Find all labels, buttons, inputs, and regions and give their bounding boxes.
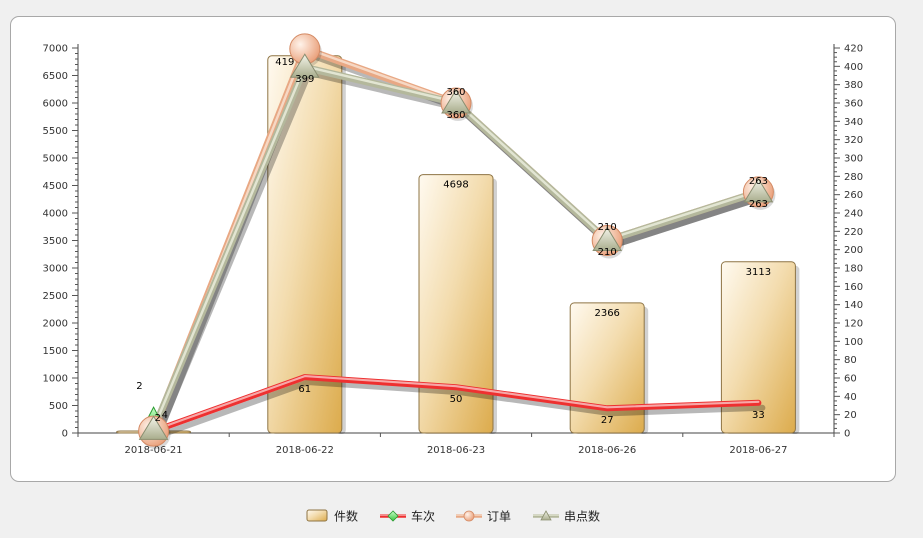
bar-value-label: 4698 — [443, 180, 468, 191]
left-tick-label: 2500 — [43, 291, 68, 302]
series-value-label: 27 — [601, 415, 614, 426]
right-tick-label: 20 — [844, 410, 857, 421]
series-value-label: 360 — [446, 87, 465, 98]
right-tick-label: 40 — [844, 392, 857, 403]
right-tick-label: 160 — [844, 282, 863, 293]
bar-value-label: 3113 — [746, 267, 771, 278]
bar — [720, 261, 796, 434]
legend-marker — [387, 510, 399, 522]
right-tick-label: 80 — [844, 355, 857, 366]
right-tick-label: 260 — [844, 190, 863, 201]
legend-item: 串点数 — [533, 509, 600, 524]
point — [138, 415, 169, 440]
x-tick-label: 2018-06-21 — [125, 445, 183, 456]
bar — [569, 302, 645, 434]
right-tick-label: 400 — [844, 62, 863, 73]
legend-item: 件数 — [306, 509, 358, 524]
right-tick-label: 140 — [844, 300, 863, 311]
right-tick-label: 220 — [844, 227, 863, 238]
right-tick-label: 240 — [844, 209, 863, 220]
series-value-label: 263 — [749, 199, 768, 210]
right-tick-label: 320 — [844, 135, 863, 146]
left-tick-label: 5500 — [43, 126, 68, 137]
right-tick-label: 120 — [844, 319, 863, 330]
series-value-label: 4 — [162, 410, 168, 421]
left-tick-label: 4000 — [43, 209, 68, 220]
legend-marker — [463, 510, 475, 522]
left-tick-label: 7000 — [43, 44, 68, 55]
legend-label: 订单 — [487, 510, 511, 524]
series-value-label: 2 — [155, 413, 161, 424]
series-value-label: 210 — [598, 247, 617, 258]
right-tick-label: 280 — [844, 172, 863, 183]
bar — [418, 174, 494, 434]
legend-label: 串点数 — [564, 509, 600, 524]
x-tick-label: 2018-06-23 — [427, 445, 485, 456]
right-tick-label: 300 — [844, 154, 863, 165]
left-tick-label: 0 — [62, 429, 68, 440]
left-tick-label: 5000 — [43, 154, 68, 165]
left-tick-label: 6500 — [43, 71, 68, 82]
right-tick-label: 380 — [844, 80, 863, 91]
left-tick-label: 1500 — [43, 346, 68, 357]
point — [289, 53, 320, 78]
legend-marker — [540, 510, 552, 521]
series-value-label: 2 — [136, 381, 142, 392]
series-value-label: 263 — [749, 176, 768, 187]
right-tick-label: 340 — [844, 117, 863, 128]
right-tick-label: 60 — [844, 374, 857, 385]
x-tick-label: 2018-06-26 — [578, 445, 636, 456]
bar-value-label: 2366 — [594, 308, 619, 319]
x-tick-label: 2018-06-27 — [729, 445, 787, 456]
legend-swatch — [306, 509, 328, 522]
right-tick-label: 200 — [844, 245, 863, 256]
left-tick-label: 3500 — [43, 236, 68, 247]
legend-label: 车次 — [411, 509, 435, 524]
left-tick-label: 500 — [49, 401, 68, 412]
x-tick-label: 2018-06-22 — [276, 445, 334, 456]
left-tick-label: 4500 — [43, 181, 68, 192]
point — [441, 89, 471, 114]
series-value-label: 210 — [598, 222, 617, 233]
right-tick-label: 360 — [844, 99, 863, 110]
right-tick-label: 100 — [844, 337, 863, 348]
legend-item: 订单 — [456, 510, 511, 524]
left-tick-label: 1000 — [43, 374, 68, 385]
left-tick-label: 3000 — [43, 264, 68, 275]
series-value-label: 399 — [295, 74, 314, 85]
series-line-shadow — [154, 379, 766, 440]
left-tick-label: 2000 — [43, 319, 68, 330]
series-value-label: 33 — [752, 410, 765, 421]
series-value-label: 50 — [450, 394, 463, 405]
legend-item: 车次 — [380, 509, 435, 524]
right-tick-label: 420 — [844, 44, 863, 55]
right-tick-label: 0 — [844, 429, 850, 440]
series-value-label: 360 — [446, 110, 465, 121]
series-value-label: 61 — [298, 384, 311, 395]
left-tick-label: 6000 — [43, 99, 68, 110]
series-line-highlight — [152, 375, 760, 432]
point — [592, 226, 623, 251]
legend-label: 件数 — [334, 509, 358, 524]
series-value-label: 419 — [275, 57, 294, 68]
right-tick-label: 180 — [844, 264, 863, 275]
point — [743, 177, 774, 203]
